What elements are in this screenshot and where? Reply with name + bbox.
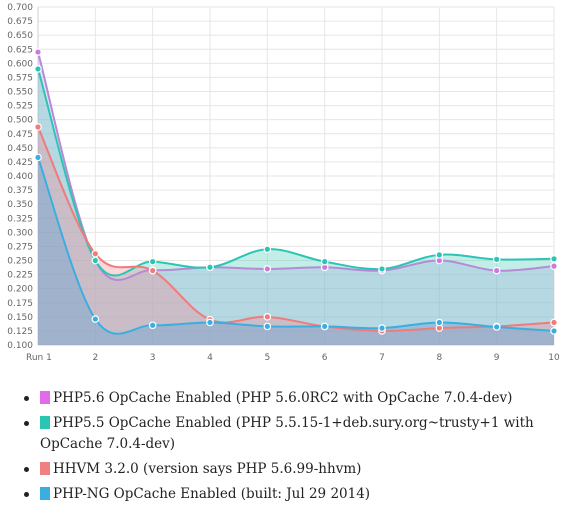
data-point[interactable] bbox=[91, 249, 100, 258]
series-area bbox=[38, 157, 554, 345]
x-tick-label: 2 bbox=[92, 353, 98, 363]
legend-item: PHP5.5 OpCache Enabled (PHP 5.5.15-1+deb… bbox=[24, 413, 554, 455]
y-tick-label: 0.250 bbox=[7, 257, 33, 267]
x-tick-label: 6 bbox=[322, 353, 328, 363]
y-tick-label: 0.425 bbox=[7, 158, 33, 168]
series-line bbox=[37, 68, 555, 277]
y-tick-label: 0.500 bbox=[7, 116, 33, 126]
bullet-icon bbox=[24, 492, 29, 497]
data-point[interactable] bbox=[263, 313, 272, 321]
series-points bbox=[34, 48, 558, 335]
legend-item: PHP-NG OpCache Enabled (built: Jul 29 20… bbox=[24, 484, 554, 505]
series-area bbox=[38, 52, 554, 346]
data-point[interactable] bbox=[34, 153, 42, 162]
legend-label: PHP5.6 OpCache Enabled (PHP 5.6.0RC2 wit… bbox=[53, 390, 513, 406]
y-tick-label: 0.100 bbox=[7, 341, 33, 351]
chart-area: 0.100 0.125 0.150 0.175 0.200 0.225 0.250 0.275… bbox=[7, 3, 560, 363]
data-point[interactable] bbox=[550, 318, 558, 327]
series-area bbox=[38, 68, 554, 345]
y-tick-label: 0.600 bbox=[7, 59, 33, 69]
data-point[interactable] bbox=[148, 321, 157, 330]
legend-swatch bbox=[40, 462, 50, 475]
line-chart: 0.100 0.125 0.150 0.175 0.200 0.225 0.250 0.275… bbox=[7, 3, 560, 363]
data-point[interactable] bbox=[148, 266, 157, 275]
y-tick-label: 0.450 bbox=[7, 144, 33, 154]
bullet-icon bbox=[24, 467, 29, 472]
x-tick-label: 9 bbox=[494, 353, 500, 363]
legend-label: PHP5.5 OpCache Enabled (PHP 5.5.15-1+deb… bbox=[40, 415, 534, 452]
data-point[interactable] bbox=[34, 123, 42, 131]
data-point[interactable] bbox=[492, 255, 501, 264]
data-point[interactable] bbox=[320, 257, 329, 266]
data-point[interactable] bbox=[435, 318, 444, 327]
y-tick-label: 0.125 bbox=[7, 327, 33, 337]
y-tick-label: 0.400 bbox=[7, 172, 33, 182]
legend-label: HHVM 3.2.0 (version says PHP 5.6.99-hhvm… bbox=[53, 461, 362, 477]
legend-item: HHVM 3.2.0 (version says PHP 5.6.99-hhvm… bbox=[24, 459, 554, 480]
y-tick-label: 0.275 bbox=[7, 242, 33, 252]
data-point[interactable] bbox=[91, 315, 100, 323]
data-point[interactable] bbox=[34, 65, 42, 73]
bullet-icon bbox=[24, 396, 29, 401]
legend-swatch bbox=[40, 487, 50, 500]
data-point[interactable] bbox=[263, 265, 272, 273]
y-tick-label: 0.700 bbox=[7, 3, 33, 13]
data-point[interactable] bbox=[550, 255, 558, 263]
legend: PHP5.6 OpCache Enabled (PHP 5.6.0RC2 wit… bbox=[24, 388, 554, 509]
data-point[interactable] bbox=[550, 262, 558, 270]
y-tick-label: 0.525 bbox=[7, 102, 33, 112]
data-point[interactable] bbox=[378, 324, 386, 332]
bullet-icon bbox=[24, 421, 29, 426]
y-tick-label: 0.650 bbox=[7, 31, 33, 41]
data-point[interactable] bbox=[492, 266, 501, 275]
data-point[interactable] bbox=[206, 318, 214, 327]
legend-swatch bbox=[40, 416, 50, 429]
series-areas bbox=[38, 52, 554, 346]
data-point[interactable] bbox=[378, 265, 386, 273]
y-tick-label: 0.475 bbox=[7, 130, 33, 140]
y-tick-label: 0.550 bbox=[7, 88, 33, 98]
x-tick-label: 3 bbox=[150, 353, 156, 363]
data-point[interactable] bbox=[91, 256, 100, 265]
y-tick-label: 0.225 bbox=[7, 271, 33, 281]
y-axis: 0.100 0.125 0.150 0.175 0.200 0.225 0.250 0.275… bbox=[7, 3, 33, 351]
data-point[interactable] bbox=[435, 251, 444, 259]
series-line bbox=[37, 51, 555, 282]
y-tick-label: 0.675 bbox=[7, 17, 33, 27]
grid bbox=[37, 6, 555, 346]
x-tick-label: Run 1 bbox=[26, 353, 52, 363]
data-point[interactable] bbox=[263, 245, 272, 254]
legend-swatch bbox=[40, 391, 50, 404]
data-point[interactable] bbox=[34, 48, 42, 56]
data-point[interactable] bbox=[492, 323, 501, 331]
data-point[interactable] bbox=[550, 327, 558, 335]
x-tick-label: 5 bbox=[264, 353, 270, 363]
y-tick-label: 0.575 bbox=[7, 73, 33, 83]
data-point[interactable] bbox=[263, 322, 272, 331]
y-tick-label: 0.175 bbox=[7, 299, 33, 309]
y-tick-label: 0.200 bbox=[7, 285, 33, 295]
y-tick-label: 0.625 bbox=[7, 45, 33, 55]
series-area bbox=[38, 126, 554, 346]
x-axis: Run 1 2 3 4 5 6 7 8 9 10 bbox=[26, 353, 560, 363]
x-tick-label: 4 bbox=[207, 353, 213, 363]
y-tick-label: 0.325 bbox=[7, 214, 33, 224]
x-tick-label: 10 bbox=[548, 353, 560, 363]
x-tick-label: 7 bbox=[379, 353, 385, 363]
y-tick-label: 0.350 bbox=[7, 200, 33, 210]
x-tick-label: 8 bbox=[436, 353, 442, 363]
data-point[interactable] bbox=[148, 257, 157, 266]
legend-item: PHP5.6 OpCache Enabled (PHP 5.6.0RC2 wit… bbox=[24, 388, 554, 409]
data-point[interactable] bbox=[320, 322, 329, 331]
y-tick-label: 0.300 bbox=[7, 228, 33, 238]
y-tick-label: 0.375 bbox=[7, 186, 33, 196]
data-point[interactable] bbox=[206, 263, 214, 272]
legend-label: PHP-NG OpCache Enabled (built: Jul 29 20… bbox=[53, 486, 371, 502]
y-tick-label: 0.150 bbox=[7, 313, 33, 323]
